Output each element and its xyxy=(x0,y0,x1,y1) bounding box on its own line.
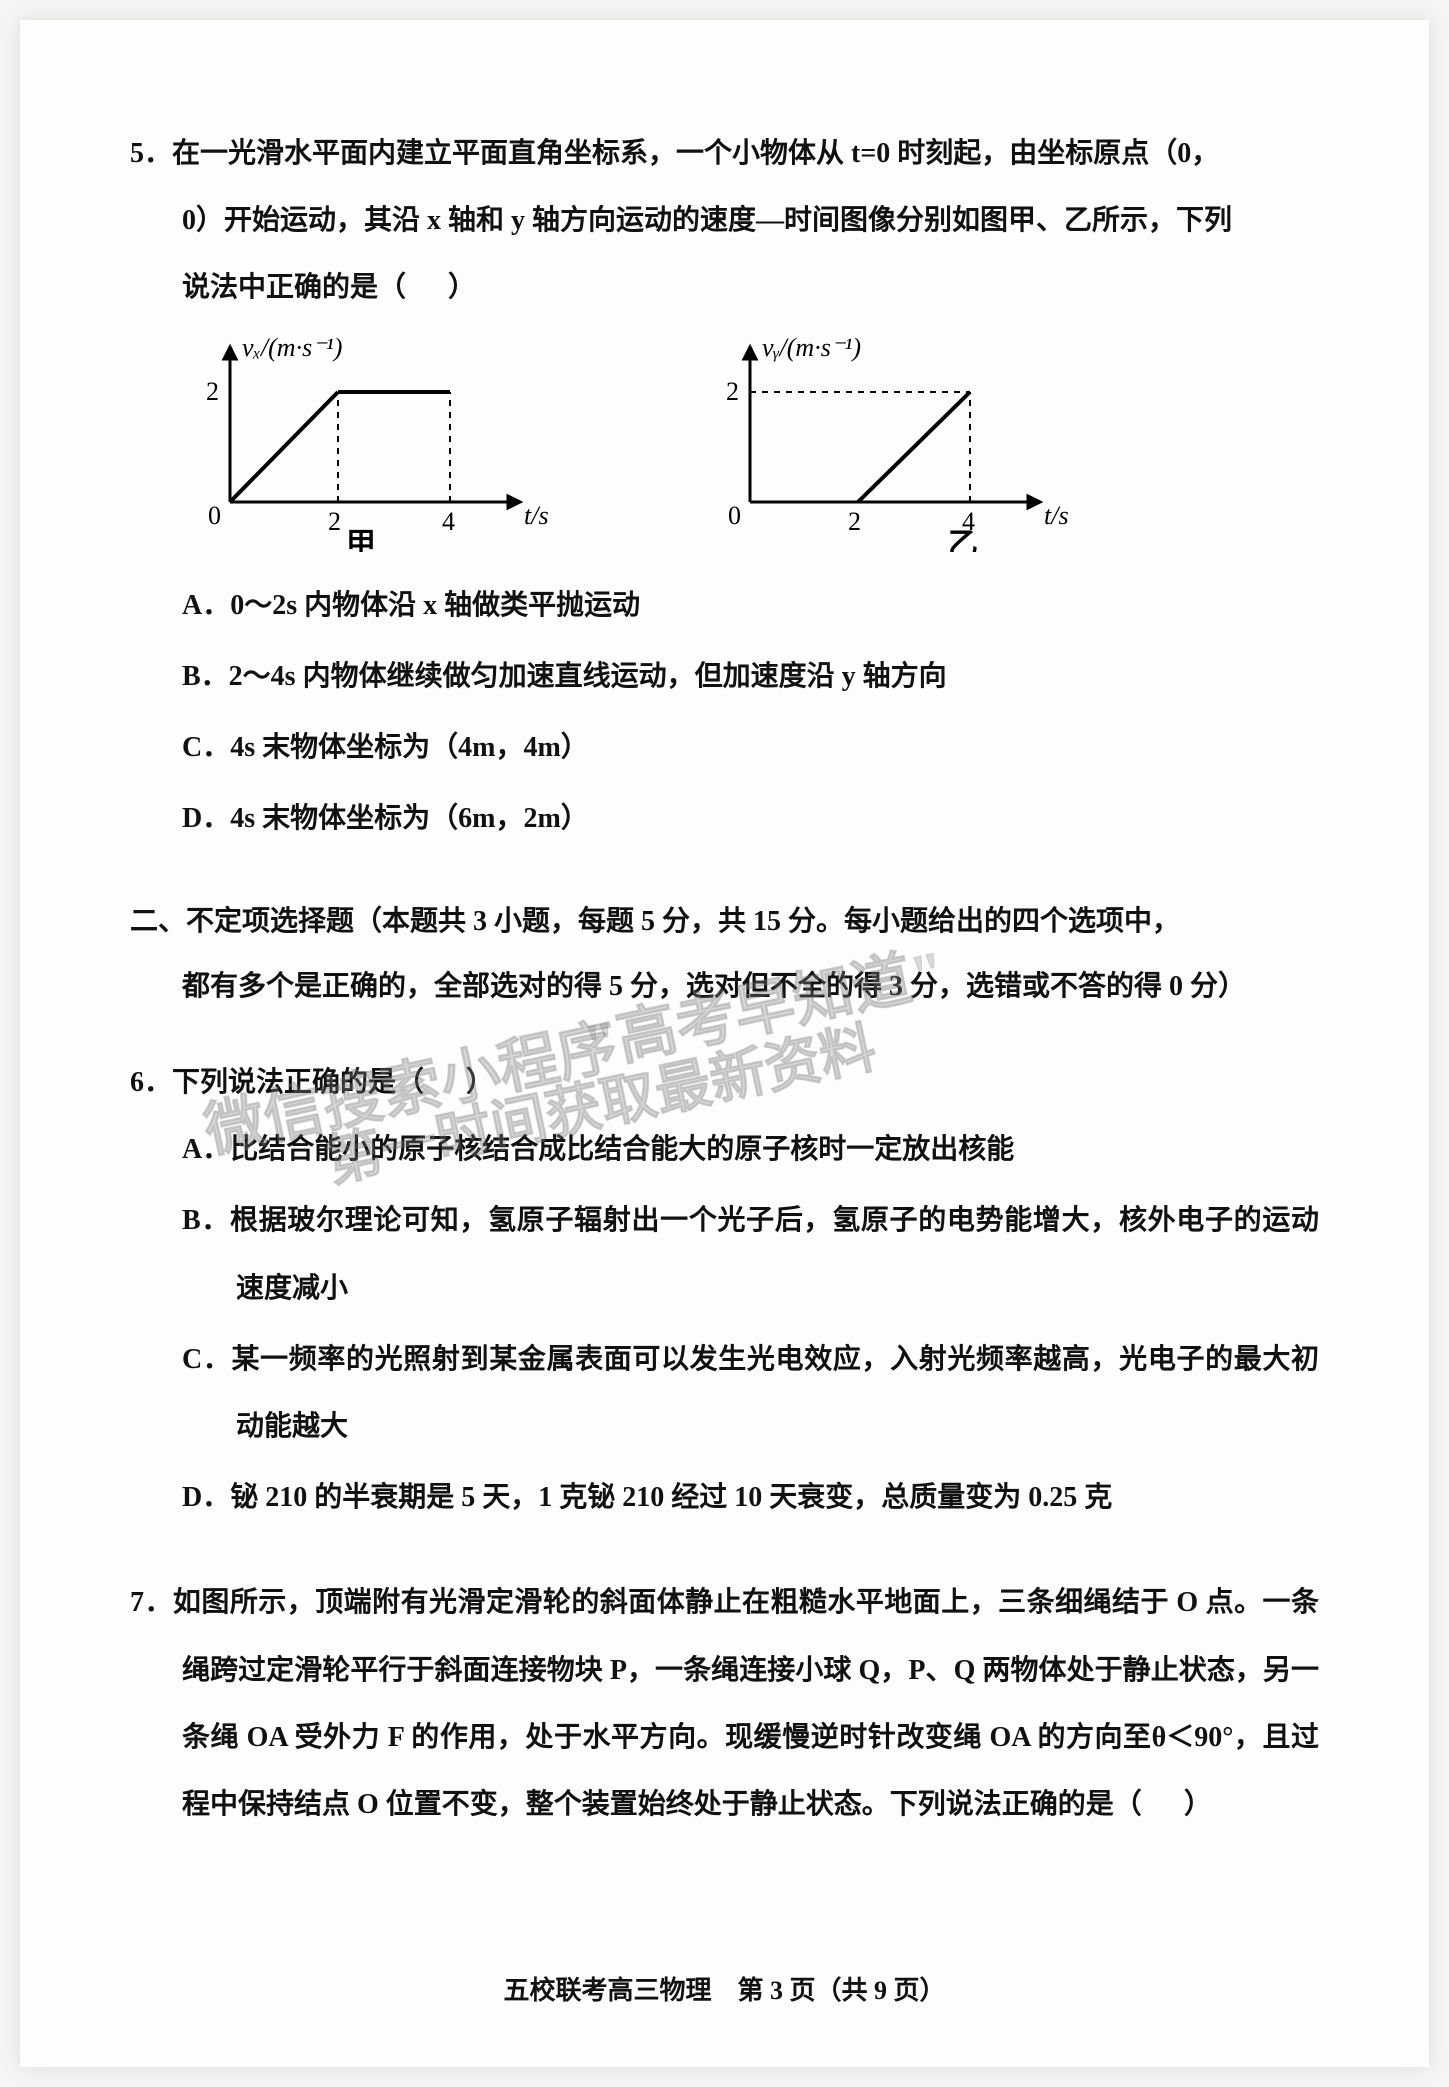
question-6: 6．下列说法正确的是（ ） A．比结合能小的原子核结合成比结合能大的原子核时一定… xyxy=(130,1049,1319,1531)
q5-opt-a: A．0～2s 内物体沿 x 轴做类平抛运动 xyxy=(182,572,1319,639)
q5-t3: 说法中正确的是（ xyxy=(182,272,406,303)
jia-y-axis: vₓ/(m·s⁻¹) xyxy=(242,333,342,362)
yi-label: 乙 xyxy=(948,528,978,552)
yi-y-axis: vᵧ/(m·s⁻¹) xyxy=(762,333,861,362)
q5-t2: 0）开始运动，其沿 x 轴和 y 轴方向运动的速度—时间图像分别如图甲、乙所示，… xyxy=(130,187,1319,254)
q6-options: A．比结合能小的原子核结合成比结合能大的原子核时一定放出核能 B．根据玻尔理论可… xyxy=(130,1116,1319,1531)
q7-stem: 7．如图所示，顶端附有光滑定滑轮的斜面体静止在粗糙水平地面上，三条细绳结于 O … xyxy=(130,1569,1319,1838)
q5-t3-row: 说法中正确的是（ ） xyxy=(130,254,1319,321)
q7-number: 7． xyxy=(130,1587,173,1618)
q6-opt-d: D．铋 210 的半衰期是 5 天，1 克铋 210 经过 10 天衰变，总质量… xyxy=(182,1464,1319,1531)
q6-stem: 6．下列说法正确的是（ ） xyxy=(130,1049,1319,1116)
q6-number: 6． xyxy=(130,1067,172,1098)
sec2-t1: 不定项选择题（本题共 3 小题，每题 5 分，共 15 分。每小题给出的四个选项… xyxy=(186,906,1180,937)
page-footer: 五校联考高三物理 第 3 页（共 9 页） xyxy=(20,1970,1429,2007)
jia-origin: 0 xyxy=(208,501,221,530)
q5-t1: 在一光滑水平面内建立平面直角坐标系，一个小物体从 t=0 时刻起，由坐标原点（0… xyxy=(172,138,1219,169)
q6-opt-b: B．根据玻尔理论可知，氢原子辐射出一个光子后，氢原子的电势能增大，核外电子的运动… xyxy=(182,1187,1319,1321)
yi-ytick: 2 xyxy=(726,377,739,406)
jia-x-axis: t/s xyxy=(524,501,549,530)
jia-ytick: 2 xyxy=(206,377,219,406)
q5-close: ） xyxy=(448,272,476,303)
question-5: 5．在一光滑水平面内建立平面直角坐标系，一个小物体从 t=0 时刻起，由坐标原点… xyxy=(130,120,1319,852)
sec2-num: 二、 xyxy=(130,906,186,937)
q5-number: 5． xyxy=(130,138,172,169)
q7-text: 如图所示，顶端附有光滑定滑轮的斜面体静止在粗糙水平地面上，三条细绳结于 O 点。… xyxy=(173,1587,1319,1820)
jia-x4: 4 xyxy=(442,507,455,536)
yi-x2: 2 xyxy=(848,507,861,536)
jia-label: 甲 xyxy=(346,528,376,552)
chart-jia: vₓ/(m·s⁻¹) t/s 2 0 2 4 甲 xyxy=(170,332,550,552)
exam-page: 5．在一光滑水平面内建立平面直角坐标系，一个小物体从 t=0 时刻起，由坐标原点… xyxy=(20,20,1429,2067)
q6-text: 下列说法正确的是（ xyxy=(172,1067,424,1098)
question-7: 7．如图所示，顶端附有光滑定滑轮的斜面体静止在粗糙水平地面上，三条细绳结于 O … xyxy=(130,1569,1319,1838)
q5-opt-c: C．4s 末物体坐标为（4m，4m） xyxy=(182,714,1319,781)
q6-close: ） xyxy=(466,1067,494,1098)
chart-yi: vᵧ/(m·s⁻¹) t/s 2 0 2 4 乙 xyxy=(690,332,1070,552)
q5-opt-d: D．4s 末物体坐标为（6m，2m） xyxy=(182,785,1319,852)
section-2-header: 二、不定项选择题（本题共 3 小题，每题 5 分，共 15 分。每小题给出的四个… xyxy=(130,890,1319,1019)
q5-opt-b: B．2～4s 内物体继续做匀加速直线运动，但加速度沿 y 轴方向 xyxy=(182,643,1319,710)
yi-origin: 0 xyxy=(728,501,741,530)
sec2-t2: 都有多个是正确的，全部选对的得 5 分，选对但不全的得 3 分，选错或不答的得 … xyxy=(130,955,1246,1019)
yi-x-axis: t/s xyxy=(1044,501,1069,530)
q5-charts: vₓ/(m·s⁻¹) t/s 2 0 2 4 甲 xyxy=(130,332,1319,552)
q6-opt-c: C．某一频率的光照射到某金属表面可以发生光电效应，入射光频率越高，光电子的最大初… xyxy=(182,1326,1319,1460)
q5-stem: 5．在一光滑水平面内建立平面直角坐标系，一个小物体从 t=0 时刻起，由坐标原点… xyxy=(130,120,1319,187)
q7-close: ） xyxy=(1184,1789,1212,1820)
q6-opt-a: A．比结合能小的原子核结合成比结合能大的原子核时一定放出核能 xyxy=(182,1116,1319,1183)
q5-options: A．0～2s 内物体沿 x 轴做类平抛运动 B．2～4s 内物体继续做匀加速直线… xyxy=(130,572,1319,853)
jia-x2: 2 xyxy=(328,507,341,536)
